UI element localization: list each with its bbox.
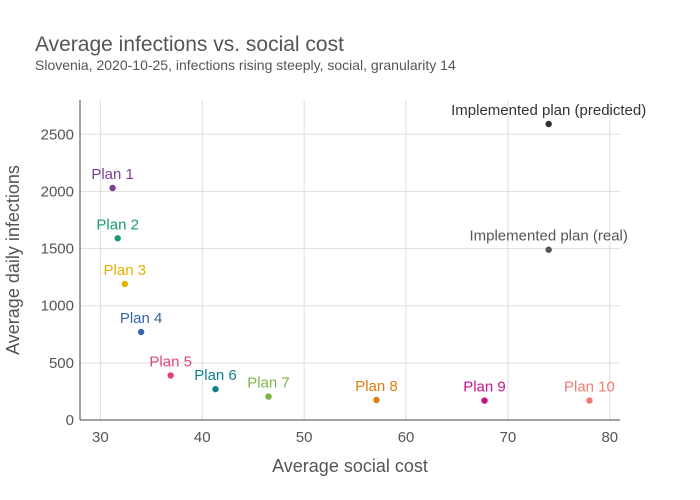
data-point <box>545 246 552 253</box>
chart-title: Average infections vs. social cost <box>35 33 344 56</box>
data-point <box>586 397 593 404</box>
data-points <box>109 120 593 404</box>
data-label: Implemented plan (real) <box>469 228 627 245</box>
y-tick-label: 2500 <box>41 126 74 143</box>
x-tick-label: 60 <box>398 429 415 446</box>
grid <box>80 100 620 420</box>
axes: 30 40 50 60 70 80 0 500 1000 1500 2000 2500 <box>41 100 620 446</box>
x-axis-title: Average social cost <box>272 456 428 476</box>
x-tick-label: 70 <box>500 429 517 446</box>
x-tick-label: 80 <box>601 429 618 446</box>
data-label: Plan 8 <box>355 378 398 395</box>
data-label: Plan 2 <box>96 216 139 233</box>
chart-subtitle: Slovenia, 2020-10-25, infections rising … <box>35 57 456 73</box>
y-axis-title: Average daily infections <box>3 165 23 355</box>
data-point <box>137 328 145 336</box>
data-point <box>481 397 488 404</box>
y-tick-label: 1000 <box>41 298 74 315</box>
y-tick-label: 2000 <box>41 183 74 200</box>
data-point <box>373 396 380 404</box>
data-label: Plan 3 <box>104 262 147 279</box>
data-label: Plan 1 <box>91 166 134 183</box>
data-label: Plan 10 <box>564 379 615 396</box>
data-point <box>114 235 121 242</box>
data-point <box>121 280 129 288</box>
x-tick-label: 50 <box>296 429 313 446</box>
data-label: Plan 9 <box>463 379 506 396</box>
data-point <box>265 393 272 400</box>
data-label: Plan 6 <box>194 367 237 384</box>
data-label: Plan 4 <box>120 310 163 327</box>
data-point <box>545 120 552 128</box>
data-label: Implemented plan (predicted) <box>451 102 646 119</box>
data-label: Plan 5 <box>149 353 192 370</box>
y-tick-label: 0 <box>66 412 74 429</box>
x-tick-label: 40 <box>194 429 211 446</box>
data-label: Plan 7 <box>247 375 290 392</box>
data-point <box>167 372 174 379</box>
y-tick-label: 1500 <box>41 241 74 258</box>
x-tick-label: 30 <box>92 429 109 446</box>
y-tick-label: 500 <box>49 355 74 372</box>
data-point <box>109 184 116 192</box>
data-point <box>212 385 219 393</box>
